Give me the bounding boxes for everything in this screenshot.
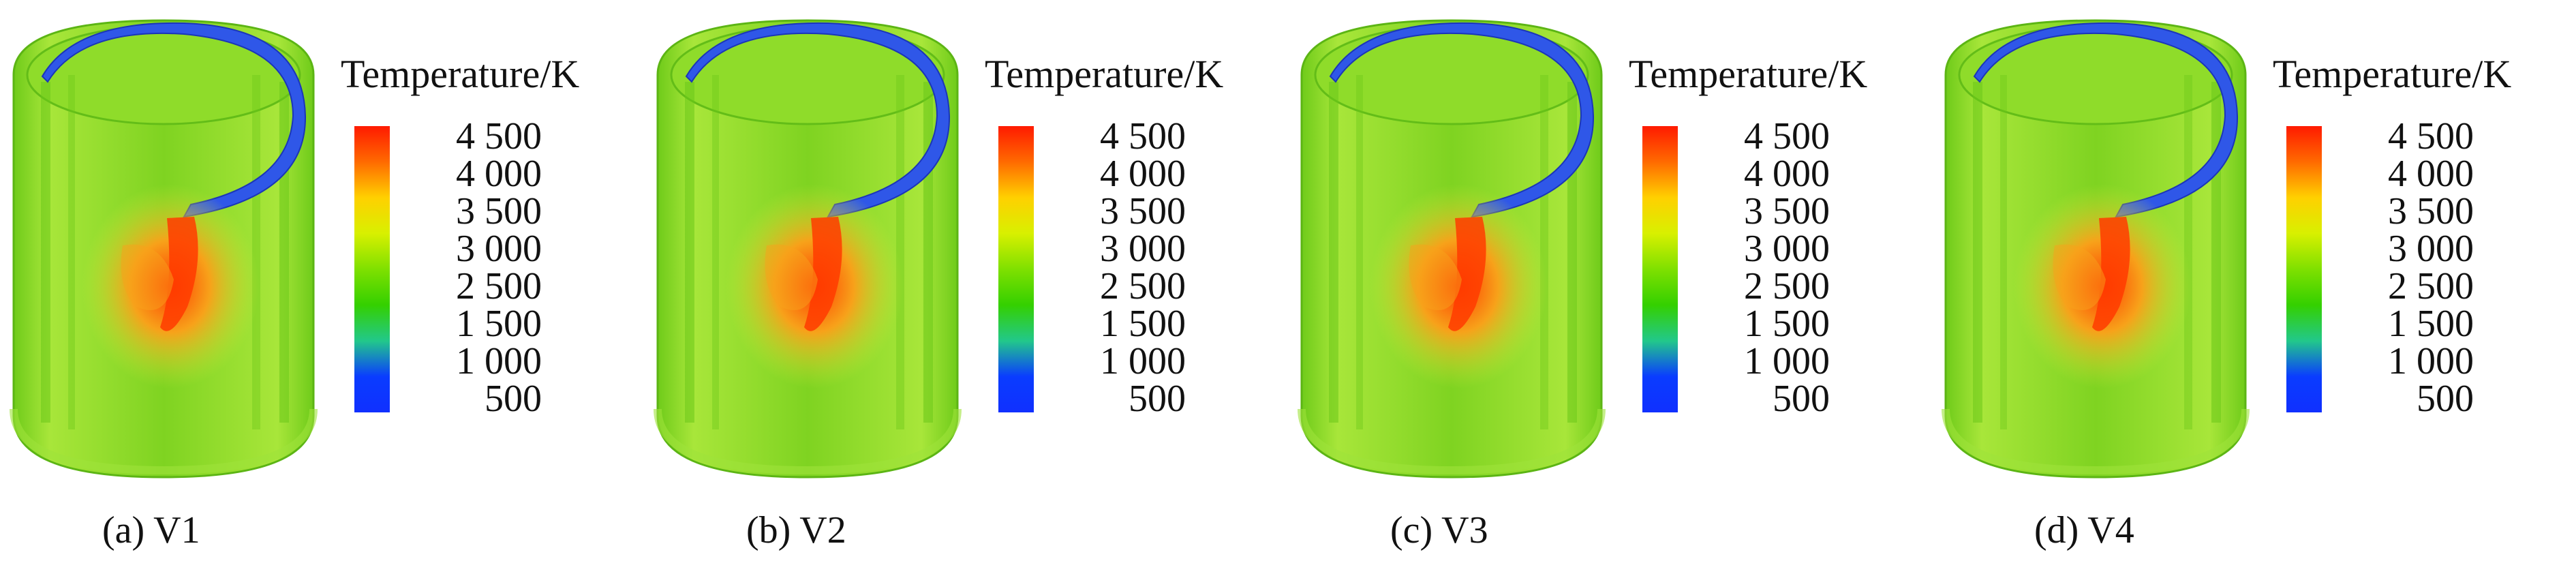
color-bar-tick-label: 1 500 [456,303,542,345]
panel-caption: (c) V3 [1390,509,1488,551]
legend-title: Temperature/K [2273,52,2512,96]
color-bar-tick-label: 1 000 [456,340,542,382]
temperature-contour-cylinder [1942,19,2250,479]
color-bar-tick-label: 2 500 [456,265,542,307]
color-bar-tick-label: 4 500 [1100,115,1186,157]
panel-caption: (b) V2 [746,509,846,551]
panel-4: Temperature/K 4 500 4 000 3 500 3 000 2 500 1 … [1932,0,2576,561]
panel-3: Temperature/K 4 500 4 000 3 500 3 000 2 500 1 … [1288,0,1932,561]
color-bar-tick-label: 4 000 [1100,153,1186,195]
color-bar-tick-label: 2 500 [2388,265,2474,307]
color-bar-tick-label: 3 000 [1100,228,1186,270]
color-bar-tick-label: 2 500 [1100,265,1186,307]
color-bar-tick-label: 1 000 [1744,340,1830,382]
color-bar-tick-label: 1 000 [1100,340,1186,382]
temperature-contour-cylinder [1298,19,1606,479]
color-bar-tick-label: 1 000 [2388,340,2474,382]
color-bar-tick-label: 4 000 [2388,153,2474,195]
color-bar-tick-label: 500 [1129,378,1186,420]
color-bar [1642,126,1678,412]
panel-1: Temperature/K 4 500 4 000 3 500 3 000 2 500 1 … [0,0,644,561]
color-bar-tick-label: 1 500 [2388,303,2474,345]
color-bar [2286,126,2322,412]
color-bar-tick-label: 3 500 [1100,190,1186,232]
panel-caption: (d) V4 [2034,509,2134,551]
temperature-contour-cylinder [654,19,962,479]
color-bar-tick-label: 500 [2417,378,2474,420]
color-bar-tick-label: 1 500 [1744,303,1830,345]
color-bar-tick-label: 4 000 [1744,153,1830,195]
color-bar-tick-label: 4 500 [1744,115,1830,157]
color-bar [354,126,390,412]
color-bar-tick-label: 3 000 [456,228,542,270]
panel-2: Temperature/K 4 500 4 000 3 500 3 000 2 500 1 … [644,0,1288,561]
legend-title: Temperature/K [341,52,580,96]
color-bar-tick-label: 3 500 [1744,190,1830,232]
color-bar-tick-label: 1 500 [1100,303,1186,345]
color-bar [998,126,1034,412]
legend-title: Temperature/K [1629,52,1868,96]
color-bar-tick-label: 4 500 [456,115,542,157]
color-bar-tick-label: 500 [1773,378,1830,420]
color-bar-tick-label: 3 500 [456,190,542,232]
color-bar-tick-label: 3 000 [2388,228,2474,270]
color-bar-tick-label: 3 500 [2388,190,2474,232]
color-bar-tick-label: 500 [485,378,542,420]
color-bar-tick-label: 4 000 [456,153,542,195]
color-bar-tick-label: 3 000 [1744,228,1830,270]
panel-caption: (a) V1 [102,509,200,551]
temperature-contour-cylinder [10,19,318,479]
color-bar-tick-label: 2 500 [1744,265,1830,307]
legend-title: Temperature/K [985,52,1224,96]
color-bar-tick-label: 4 500 [2388,115,2474,157]
